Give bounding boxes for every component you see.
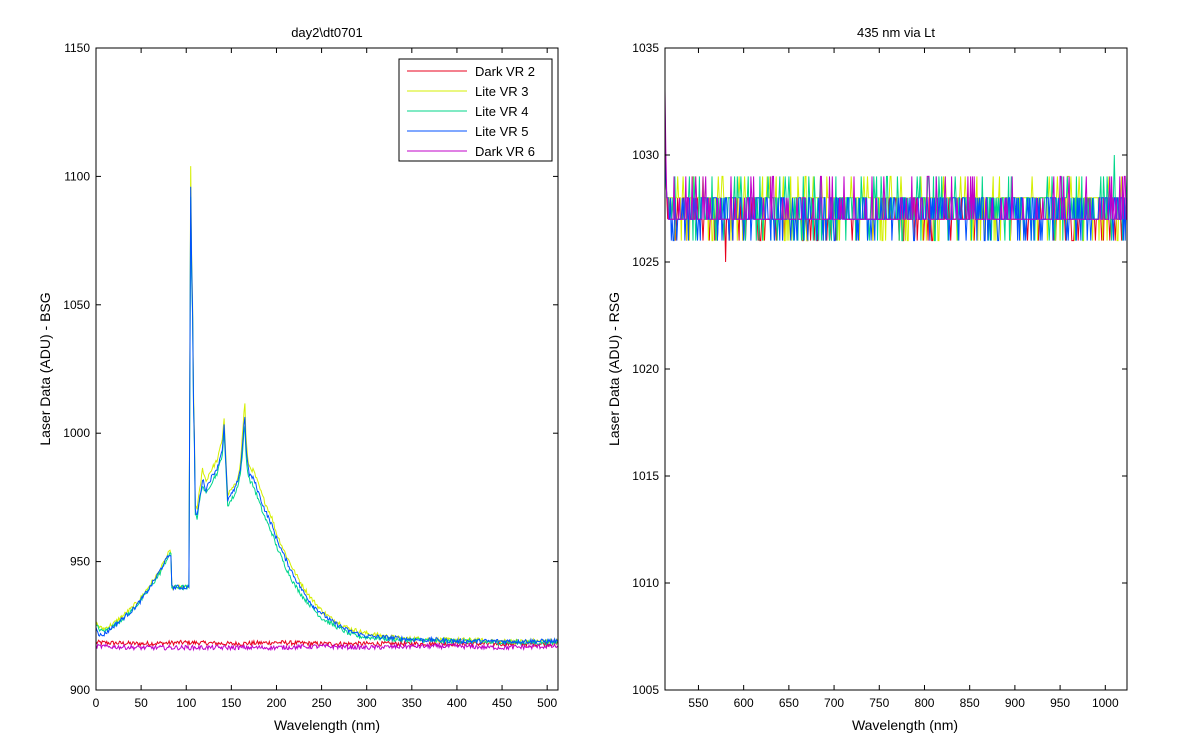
y-tick-label: 1005	[632, 683, 659, 697]
y-tick-label: 1010	[632, 576, 659, 590]
x-tick-label: 200	[266, 696, 286, 710]
right-chart-xlabel: Wavelength (nm)	[852, 717, 958, 733]
x-tick-label: 150	[221, 696, 241, 710]
legend-entry: Dark VR 6	[475, 144, 535, 159]
left-chart-axes-box	[95, 47, 559, 691]
y-tick-label: 1150	[64, 41, 90, 55]
legend: Dark VR 2 Lite VR 3 Lite VR 4 Lite VR 5 Dark…	[398, 58, 553, 162]
series-line-dark-vr-6	[96, 642, 558, 652]
y-tick-label: 1030	[632, 148, 659, 162]
y-tick-label: 900	[70, 683, 90, 697]
x-tick-label: 700	[824, 696, 844, 710]
x-tick-label: 550	[688, 696, 708, 710]
left-chart-title: day2\dt0701	[291, 25, 363, 40]
x-tick-label: 750	[869, 696, 889, 710]
series-line-dark-vr-2	[96, 639, 558, 648]
x-tick-label: 950	[1050, 696, 1070, 710]
left-chart-xlabel: Wavelength (nm)	[274, 717, 380, 733]
legend-entry: Lite VR 3	[475, 84, 528, 99]
left-chart-ylabel: Laser Data (ADU) - BSG	[37, 292, 53, 445]
x-tick-label: 800	[914, 696, 934, 710]
x-tick-label: 1000	[1092, 696, 1119, 710]
right-chart-ylabel: Laser Data (ADU) - RSG	[606, 292, 622, 446]
x-tick-label: 500	[537, 696, 557, 710]
x-tick-label: 350	[402, 696, 422, 710]
x-tick-label: 600	[734, 696, 754, 710]
x-tick-label: 300	[357, 696, 377, 710]
y-tick-label: 1015	[632, 469, 659, 483]
x-tick-label: 100	[176, 696, 196, 710]
x-tick-label: 400	[447, 696, 467, 710]
y-tick-label: 1050	[63, 298, 90, 312]
x-tick-label: 250	[312, 696, 332, 710]
right-chart-title: 435 nm via Lt	[857, 25, 935, 40]
y-tick-label: 1035	[632, 41, 659, 55]
series-line-lite-vr-5	[96, 186, 558, 646]
y-tick-label: 950	[70, 555, 90, 569]
legend-entry: Dark VR 2	[475, 64, 535, 79]
legend-entry: Lite VR 4	[475, 104, 528, 119]
left-chart: day2\dt0701 Wavelength (nm) Laser Data (…	[37, 25, 559, 733]
x-tick-label: 450	[492, 696, 512, 710]
x-tick-label: 0	[93, 696, 100, 710]
y-tick-label: 1025	[632, 255, 659, 269]
x-tick-label: 900	[1005, 696, 1025, 710]
right-chart: 435 nm via Lt Wavelength (nm) Laser Data…	[606, 25, 1128, 733]
left-chart-plot-area	[96, 166, 558, 652]
legend-entry: Lite VR 5	[475, 124, 528, 139]
legend-box	[398, 58, 553, 162]
x-tick-label: 50	[134, 696, 148, 710]
x-tick-label: 650	[779, 696, 799, 710]
x-tick-label: 850	[960, 696, 980, 710]
right-chart-plot-area	[665, 90, 1127, 263]
y-tick-label: 1020	[632, 362, 659, 376]
y-tick-label: 1000	[63, 426, 90, 440]
y-tick-label: 1100	[64, 169, 90, 183]
series-line-5	[665, 90, 1127, 220]
